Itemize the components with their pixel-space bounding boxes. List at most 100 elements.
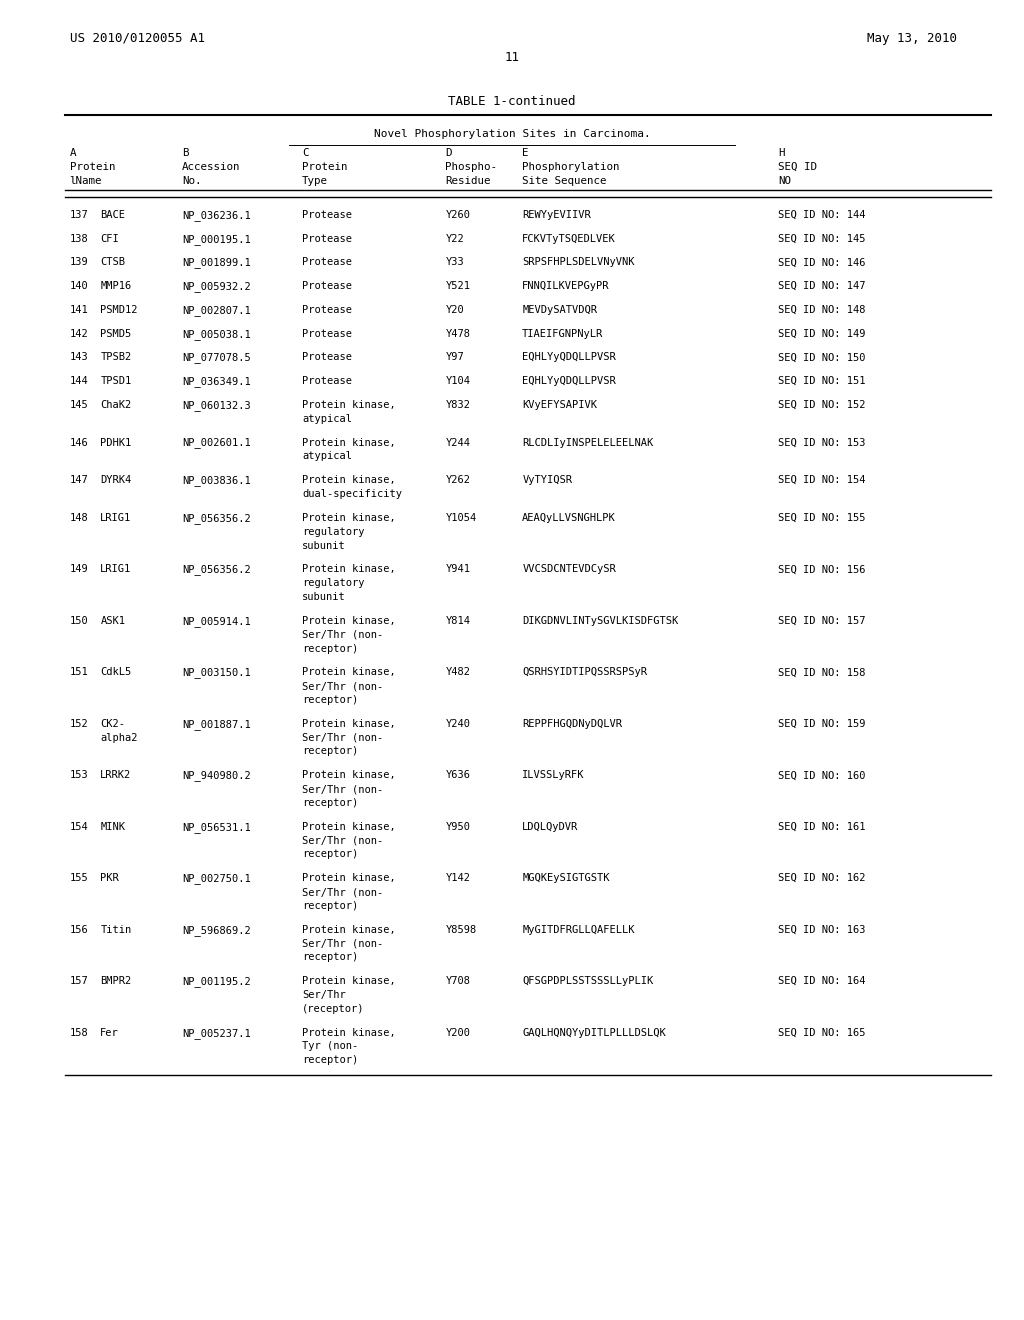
Text: CdkL5: CdkL5 <box>100 668 132 677</box>
Text: LRIG1: LRIG1 <box>100 513 132 523</box>
Text: receptor): receptor) <box>302 799 358 808</box>
Text: SEQ ID NO: 165: SEQ ID NO: 165 <box>778 1027 865 1038</box>
Text: Ser/Thr (non-: Ser/Thr (non- <box>302 939 383 949</box>
Text: 150: 150 <box>70 616 88 626</box>
Text: May 13, 2010: May 13, 2010 <box>867 32 957 45</box>
Text: SEQ ID NO: 152: SEQ ID NO: 152 <box>778 400 865 411</box>
Text: LRRK2: LRRK2 <box>100 771 132 780</box>
Text: CFI: CFI <box>100 234 119 244</box>
Text: Y482: Y482 <box>445 668 470 677</box>
Text: Protease: Protease <box>302 329 352 339</box>
Text: Y244: Y244 <box>445 438 470 447</box>
Text: SEQ ID NO: 151: SEQ ID NO: 151 <box>778 376 865 387</box>
Text: CTSB: CTSB <box>100 257 125 268</box>
Text: Y636: Y636 <box>445 771 470 780</box>
Text: AEAQyLLVSNGHLPK: AEAQyLLVSNGHLPK <box>522 513 616 523</box>
Text: 155: 155 <box>70 874 88 883</box>
Text: 151: 151 <box>70 668 88 677</box>
Text: NP_077078.5: NP_077078.5 <box>182 352 251 363</box>
Text: Protease: Protease <box>302 257 352 268</box>
Text: Y950: Y950 <box>445 821 470 832</box>
Text: NP_036236.1: NP_036236.1 <box>182 210 251 220</box>
Text: 149: 149 <box>70 565 88 574</box>
Text: receptor): receptor) <box>302 850 358 859</box>
Text: Y262: Y262 <box>445 475 470 486</box>
Text: MINK: MINK <box>100 821 125 832</box>
Text: NP_002807.1: NP_002807.1 <box>182 305 251 315</box>
Text: 141: 141 <box>70 305 88 315</box>
Text: receptor): receptor) <box>302 953 358 962</box>
Text: H: H <box>778 148 784 158</box>
Text: DIKGDNVLINTySGVLKISDFGTSK: DIKGDNVLINTySGVLKISDFGTSK <box>522 616 679 626</box>
Text: 157: 157 <box>70 977 88 986</box>
Text: Ser/Thr (non-: Ser/Thr (non- <box>302 630 383 640</box>
Text: Y521: Y521 <box>445 281 470 292</box>
Text: SEQ ID NO: 155: SEQ ID NO: 155 <box>778 513 865 523</box>
Text: NP_002601.1: NP_002601.1 <box>182 438 251 449</box>
Text: SEQ ID NO: 162: SEQ ID NO: 162 <box>778 874 865 883</box>
Text: 11: 11 <box>505 51 519 65</box>
Text: NP_005237.1: NP_005237.1 <box>182 1027 251 1039</box>
Text: REWYyEVIIVR: REWYyEVIIVR <box>522 210 591 220</box>
Text: Y708: Y708 <box>445 977 470 986</box>
Text: Protein: Protein <box>70 161 115 172</box>
Text: SEQ ID NO: 161: SEQ ID NO: 161 <box>778 821 865 832</box>
Text: BMPR2: BMPR2 <box>100 977 132 986</box>
Text: FCKVTyTSQEDLVEK: FCKVTyTSQEDLVEK <box>522 234 616 244</box>
Text: Protease: Protease <box>302 210 352 220</box>
Text: NP_056356.2: NP_056356.2 <box>182 513 251 524</box>
Text: Y200: Y200 <box>445 1027 470 1038</box>
Text: QFSGPDPLSSTSSSLLyPLIK: QFSGPDPLSSTSSSLLyPLIK <box>522 977 653 986</box>
Text: C: C <box>302 148 308 158</box>
Text: KVyEFYSAPIVK: KVyEFYSAPIVK <box>522 400 597 411</box>
Text: Protein kinase,: Protein kinase, <box>302 977 396 986</box>
Text: LRIG1: LRIG1 <box>100 565 132 574</box>
Text: Ser/Thr (non-: Ser/Thr (non- <box>302 887 383 898</box>
Text: regulatory: regulatory <box>302 527 365 537</box>
Text: SEQ ID NO: 145: SEQ ID NO: 145 <box>778 234 865 244</box>
Text: 154: 154 <box>70 821 88 832</box>
Text: SEQ ID NO: 150: SEQ ID NO: 150 <box>778 352 865 363</box>
Text: NP_003836.1: NP_003836.1 <box>182 475 251 486</box>
Text: Y142: Y142 <box>445 874 470 883</box>
Text: NP_001195.2: NP_001195.2 <box>182 977 251 987</box>
Text: Ser/Thr (non-: Ser/Thr (non- <box>302 836 383 846</box>
Text: Protein kinase,: Protein kinase, <box>302 616 396 626</box>
Text: Protein kinase,: Protein kinase, <box>302 771 396 780</box>
Text: TPSD1: TPSD1 <box>100 376 132 387</box>
Text: NP_002750.1: NP_002750.1 <box>182 874 251 884</box>
Text: Phospho-: Phospho- <box>445 161 498 172</box>
Text: SEQ ID NO: 160: SEQ ID NO: 160 <box>778 771 865 780</box>
Text: Protease: Protease <box>302 281 352 292</box>
Text: 152: 152 <box>70 719 88 729</box>
Text: Ser/Thr: Ser/Thr <box>302 990 346 1001</box>
Text: MMP16: MMP16 <box>100 281 132 292</box>
Text: Protein kinase,: Protein kinase, <box>302 513 396 523</box>
Text: alpha2: alpha2 <box>100 733 138 743</box>
Text: 137: 137 <box>70 210 88 220</box>
Text: 139: 139 <box>70 257 88 268</box>
Text: NP_003150.1: NP_003150.1 <box>182 668 251 678</box>
Text: SEQ ID NO: 144: SEQ ID NO: 144 <box>778 210 865 220</box>
Text: Protease: Protease <box>302 352 352 363</box>
Text: NP_056531.1: NP_056531.1 <box>182 821 251 833</box>
Text: ILVSSLyRFK: ILVSSLyRFK <box>522 771 585 780</box>
Text: Fer: Fer <box>100 1027 119 1038</box>
Text: NP_005932.2: NP_005932.2 <box>182 281 251 292</box>
Text: SRPSFHPLSDELVNyVNK: SRPSFHPLSDELVNyVNK <box>522 257 635 268</box>
Text: PDHK1: PDHK1 <box>100 438 132 447</box>
Text: 158: 158 <box>70 1027 88 1038</box>
Text: EQHLYyQDQLLPVSR: EQHLYyQDQLLPVSR <box>522 352 616 363</box>
Text: NP_596869.2: NP_596869.2 <box>182 924 251 936</box>
Text: CK2-: CK2- <box>100 719 125 729</box>
Text: Y260: Y260 <box>445 210 470 220</box>
Text: ASK1: ASK1 <box>100 616 125 626</box>
Text: 142: 142 <box>70 329 88 339</box>
Text: Y941: Y941 <box>445 565 470 574</box>
Text: atypical: atypical <box>302 414 352 424</box>
Text: SEQ ID NO: 159: SEQ ID NO: 159 <box>778 719 865 729</box>
Text: D: D <box>445 148 452 158</box>
Text: Y104: Y104 <box>445 376 470 387</box>
Text: No.: No. <box>182 176 202 186</box>
Text: Y22: Y22 <box>445 234 464 244</box>
